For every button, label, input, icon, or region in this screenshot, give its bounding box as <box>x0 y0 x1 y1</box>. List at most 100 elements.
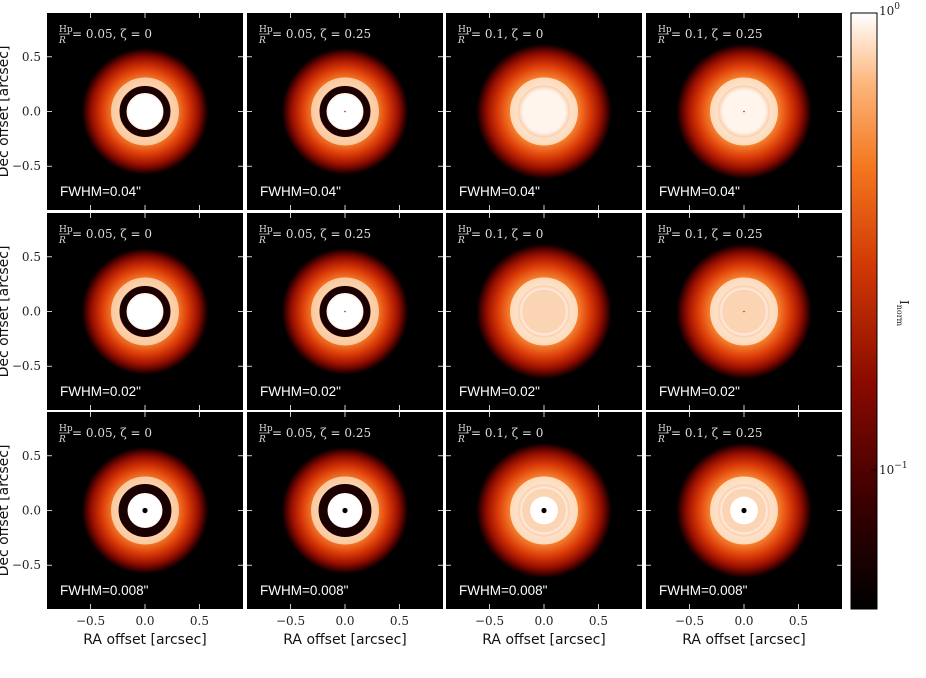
panel-r1-c2: Hp R = 0.05, ζ = 0.25 FWHM=0.04" <box>247 13 443 210</box>
disc-ring <box>510 476 578 545</box>
panel-fwhm-label: FWHM=0.008" <box>459 583 548 598</box>
cbar-top-exp: 0 <box>894 2 900 12</box>
disc-ring <box>710 77 778 146</box>
disc-ring <box>111 77 179 146</box>
x-tick-label: −0.5 <box>475 614 504 628</box>
panel-fwhm-label: FWHM=0.04" <box>60 184 141 199</box>
panel-fwhm-label: FWHM=0.04" <box>459 184 540 199</box>
disc-ring <box>111 277 179 346</box>
panel-r3-c2: Hp R = 0.05, ζ = 0.25 FWHM=0.008" −0.5 0.0 0.5… <box>247 412 443 648</box>
star-marker <box>344 310 346 313</box>
panel-r2-c4: Hp R = 0.1, ζ = 0.25 FWHM=0.02" <box>646 213 842 410</box>
disc-gap <box>118 484 172 537</box>
cbar-top-base: 10 <box>879 4 894 18</box>
y-tick-label: 0.0 <box>22 305 41 319</box>
panel-r1-c4: Hp R = 0.1, ζ = 0.25 FWHM=0.04" <box>646 13 842 210</box>
inner-disc <box>522 89 566 134</box>
disc-gap <box>119 286 171 337</box>
panel-fwhm-label: FWHM=0.02" <box>459 384 540 399</box>
y-axis-label: Dec offset [arcsec] <box>0 246 12 378</box>
panel-param-label: Hp R = 0.05, ζ = 0.25 <box>258 225 371 246</box>
disc-ring <box>710 476 778 545</box>
star-marker <box>743 310 745 313</box>
panel-param-label: Hp R = 0.05, ζ = 0 <box>58 225 152 246</box>
star-marker <box>342 507 348 514</box>
x-tick-label: 0.5 <box>589 614 608 628</box>
inner-disc <box>522 289 566 334</box>
y-tick-label: 0.5 <box>22 250 41 264</box>
panel-r2-c2: Hp R = 0.05, ζ = 0.25 FWHM=0.02" <box>247 213 443 410</box>
disc-gap <box>319 286 371 337</box>
cbar-mid-base: 10 <box>879 463 894 477</box>
panel-fwhm-label: FWHM=0.04" <box>659 184 740 199</box>
x-tick-label: −0.5 <box>675 614 704 628</box>
colorbar-tick-label-mid: 10−1 <box>879 461 908 477</box>
colorbar: 100 10−1 Inorm <box>850 2 911 610</box>
panel-fwhm-label: FWHM=0.02" <box>260 384 341 399</box>
panel-fwhm-label: FWHM=0.02" <box>60 384 141 399</box>
disc-ring <box>311 476 379 545</box>
panel-r2-c3: Hp R = 0.1, ζ = 0 FWHM=0.02" <box>446 213 642 410</box>
x-tick-label: −0.5 <box>76 614 105 628</box>
panel-param-label: Hp R = 0.05, ζ = 0 <box>58 25 152 46</box>
star-marker <box>741 507 747 514</box>
star-marker <box>541 507 547 514</box>
disc-ring <box>111 476 179 545</box>
colorbar-gradient <box>850 12 878 610</box>
panel-param-label: Hp R = 0.1, ζ = 0.25 <box>657 424 763 445</box>
panel-fwhm-label: FWHM=0.02" <box>659 384 740 399</box>
cbar-label-sub: norm <box>895 305 904 327</box>
star-marker <box>743 110 745 113</box>
disc-ring <box>710 277 778 346</box>
panel-param-label: Hp R = 0.05, ζ = 0.25 <box>258 25 371 46</box>
y-tick-label: −0.5 <box>12 359 41 373</box>
x-tick-label: −0.5 <box>276 614 305 628</box>
y-tick-label: −0.5 <box>12 558 41 572</box>
y-tick-label: 0.0 <box>22 504 41 518</box>
panel-param-label: Hp R = 0.1, ζ = 0.25 <box>657 225 763 246</box>
panel-param-label: Hp R = 0.05, ζ = 0 <box>58 424 152 445</box>
panel-param-label: Hp R = 0.1, ζ = 0 <box>457 424 543 445</box>
panel-param-label: Hp R = 0.1, ζ = 0 <box>457 25 543 46</box>
x-axis-label: RA offset [arcsec] <box>83 632 207 648</box>
panel-fwhm-label: FWHM=0.008" <box>659 583 748 598</box>
x-axis-label: RA offset [arcsec] <box>283 632 407 648</box>
panel-r1-c1: Hp R = 0.05, ζ = 0 FWHM=0.04" 0.5 0.0 −0.5Dec … <box>0 13 243 210</box>
x-tick-label: 0.0 <box>734 614 753 628</box>
disc-ring <box>510 277 578 346</box>
x-tick-label: 0.5 <box>190 614 209 628</box>
x-tick-label: 0.0 <box>135 614 154 628</box>
x-tick-label: 0.5 <box>390 614 409 628</box>
y-axis-label: Dec offset [arcsec] <box>0 445 12 577</box>
cbar-label-main: I <box>897 300 911 305</box>
panel-r3-c1: Hp R = 0.05, ζ = 0FWHM=0.008"0.50.0−0.5Dec… <box>0 412 243 648</box>
x-tick-label: 0.0 <box>335 614 354 628</box>
disc-ring <box>311 77 379 146</box>
y-tick-label: −0.5 <box>12 159 41 173</box>
y-tick-label: 0.5 <box>22 50 41 64</box>
panel-fwhm-label: FWHM=0.04" <box>260 184 341 199</box>
y-axis-label: Dec offset [arcsec] <box>0 46 12 178</box>
panel-param-label: Hp R = 0.1, ζ = 0.25 <box>657 25 763 46</box>
star-marker <box>344 110 346 113</box>
panel-r1-c3: Hp R = 0.1, ζ = 0 FWHM=0.04" <box>446 13 642 210</box>
x-tick-label: 0.5 <box>789 614 808 628</box>
panel-grid: Hp R = 0.05, ζ = 0FWHM=0.04"0.50.0−0.5Dec … <box>0 13 842 648</box>
panel-fwhm-label: FWHM=0.008" <box>260 583 349 598</box>
colorbar-label: Inorm <box>895 300 911 327</box>
colorbar-tick-label-top: 100 <box>879 2 900 18</box>
disc-ring <box>510 77 578 146</box>
cbar-mid-exp: −1 <box>894 461 907 471</box>
panel-r3-c3: Hp R = 0.1, ζ = 0 FWHM=0.008" −0.5 0.0 0.5 RA o… <box>446 412 642 648</box>
y-tick-label: 0.0 <box>22 105 41 119</box>
inner-disc <box>128 294 162 329</box>
panel-r3-c4: Hp R = 0.1, ζ = 0.25 FWHM=0.008" −0.5 0.0 0.5 R… <box>646 412 842 648</box>
star-marker <box>142 507 148 514</box>
disc-ring <box>311 277 379 346</box>
panel-param-label: Hp R = 0.05, ζ = 0.25 <box>258 424 371 445</box>
disc-gap <box>318 484 372 537</box>
disc-gap <box>119 86 171 137</box>
panel-fwhm-label: FWHM=0.008" <box>60 583 149 598</box>
y-tick-label: 0.5 <box>22 449 41 463</box>
